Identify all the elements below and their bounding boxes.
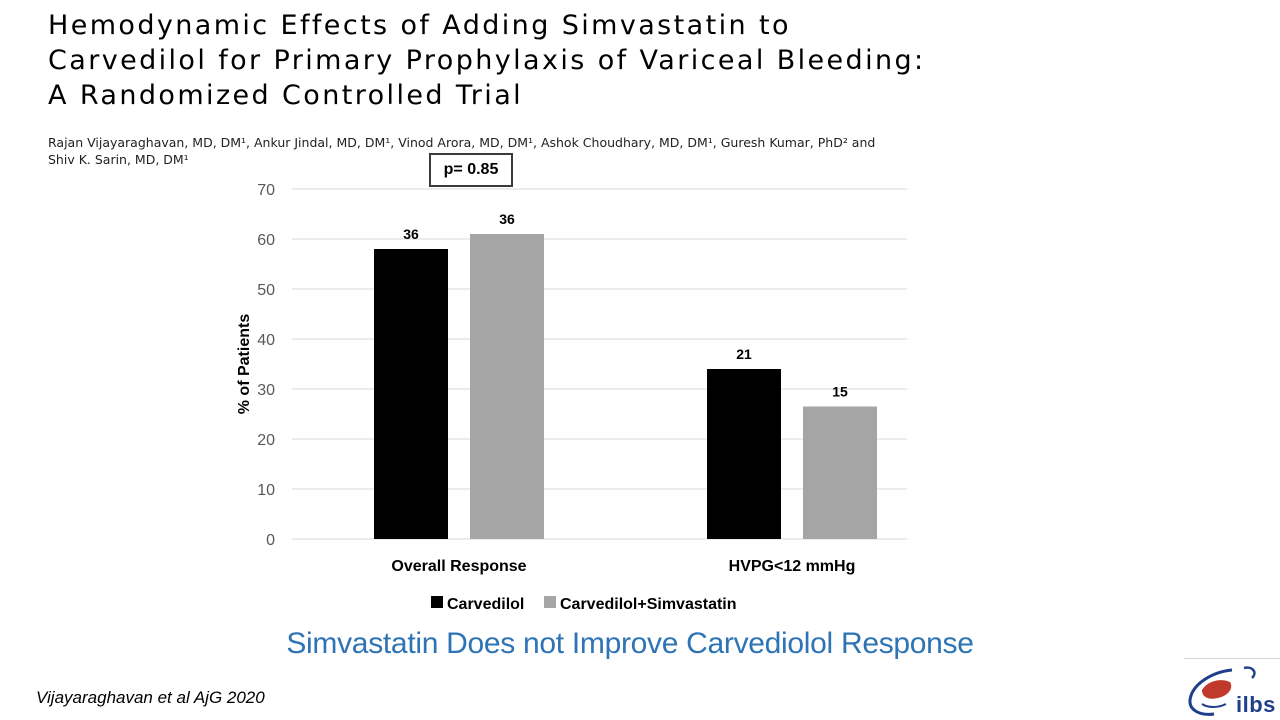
- logo-divider: [1184, 658, 1280, 659]
- x-category-label: HVPG<12 mmHg: [729, 558, 856, 575]
- author-list: Rajan Vijayaraghavan, MD, DM¹, Ankur Jin…: [48, 134, 1248, 168]
- y-tick-label: 40: [257, 332, 275, 349]
- y-axis-label: % of Patients: [236, 314, 253, 415]
- data-label: 15: [832, 384, 848, 400]
- y-tick-label: 50: [257, 282, 275, 299]
- y-tick-label: 0: [266, 532, 275, 549]
- logo-text: ilbs: [1236, 692, 1276, 717]
- y-tick-label: 60: [257, 232, 275, 249]
- x-category-label: Overall Response: [391, 558, 526, 575]
- legend-swatch: [544, 596, 556, 608]
- p-value-box: p= 0.85: [429, 153, 513, 187]
- y-tick-label: 10: [257, 482, 275, 499]
- y-tick-label: 20: [257, 432, 275, 449]
- bar-carvedilol-simvastatin: [470, 234, 544, 539]
- title-line: A Randomized Controlled Trial: [48, 80, 524, 111]
- data-label: 36: [499, 211, 515, 227]
- title-line: Hemodynamic Effects of Adding Simvastati…: [48, 10, 791, 41]
- bar-carvedilol: [374, 249, 448, 539]
- data-label: 21: [736, 346, 752, 362]
- y-tick-label: 70: [257, 182, 275, 199]
- data-label: 36: [403, 226, 419, 242]
- bar-carvedilol: [707, 369, 781, 539]
- author-line: Rajan Vijayaraghavan, MD, DM¹, Ankur Jin…: [48, 135, 876, 150]
- bar-carvedilol-simvastatin: [803, 406, 877, 539]
- legend-swatch: [431, 596, 443, 608]
- ilbs-logo-icon: [1188, 666, 1256, 716]
- title-line: Carvedilol for Primary Prophylaxis of Va…: [48, 45, 926, 76]
- legend-label: Carvedilol: [447, 596, 524, 613]
- author-line: Shiv K. Sarin, MD, DM¹: [48, 152, 189, 167]
- citation-text: Vijayaraghavan et al AjG 2020: [36, 688, 265, 707]
- slide-title: Hemodynamic Effects of Adding Simvastati…: [48, 8, 1248, 113]
- conclusion-text: Simvastatin Does not Improve Carvediolol…: [286, 627, 974, 660]
- legend-label: Carvedilol+Simvastatin: [560, 596, 737, 613]
- y-tick-label: 30: [257, 382, 275, 399]
